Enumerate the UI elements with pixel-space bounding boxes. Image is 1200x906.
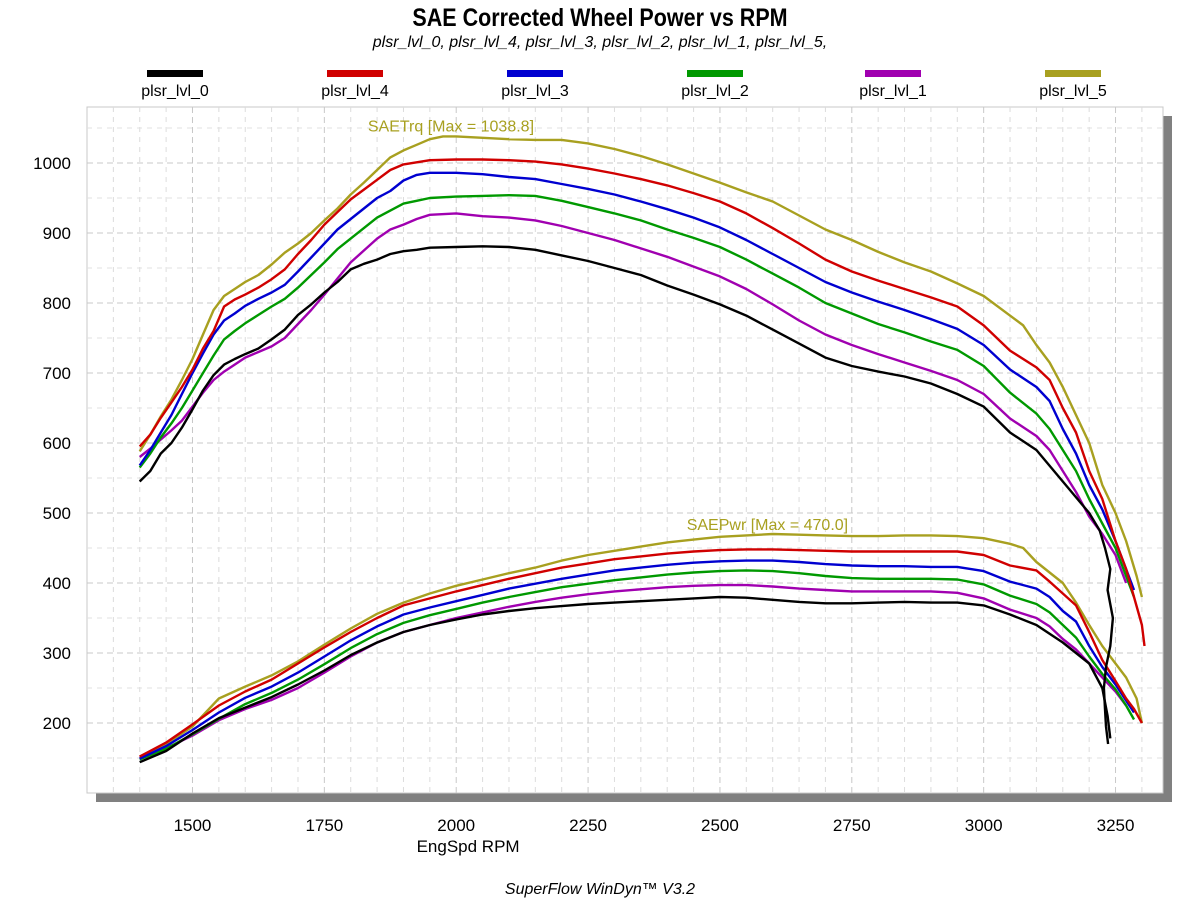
legend-item-plsr_lvl_1: plsr_lvl_1 — [803, 62, 983, 101]
series-line-plsr_lvl_0-torque — [138, 245, 1115, 745]
y-tick-label: 1000 — [33, 154, 71, 173]
legend-item-plsr_lvl_0: plsr_lvl_0 — [85, 62, 265, 101]
series-line-plsr_lvl_3-torque — [138, 171, 1136, 591]
y-tick-label: 800 — [43, 294, 71, 313]
x-tick-label: 3250 — [1097, 816, 1135, 835]
legend-item-plsr_lvl_5: plsr_lvl_5 — [983, 62, 1163, 101]
x-tick-label: 1500 — [174, 816, 212, 835]
series-line-plsr_lvl_4-power — [139, 548, 1143, 758]
max-annotation: SAETrq [Max = 1038.8] — [368, 119, 534, 136]
series-line-plsr_lvl_4-torque — [138, 158, 1146, 647]
footer-credit: SuperFlow WinDyn™ V3.2 — [504, 881, 696, 898]
legend-label: plsr_lvl_4 — [321, 83, 389, 100]
legend-swatch — [507, 70, 563, 77]
legend-label: plsr_lvl_2 — [681, 83, 749, 100]
y-tick-label: 900 — [43, 224, 71, 243]
x-tick-label: 1750 — [305, 816, 343, 835]
chart-title: SAE Corrected Wheel Power vs RPM — [412, 4, 788, 32]
legend-item-plsr_lvl_4: plsr_lvl_4 — [265, 62, 445, 101]
series-line-plsr_lvl_5-power — [139, 532, 1144, 758]
y-tick-label: 200 — [43, 714, 71, 733]
y-tick-label: 400 — [43, 574, 71, 593]
legend-label: plsr_lvl_3 — [501, 83, 569, 100]
series-line-plsr_lvl_0-power — [139, 595, 1112, 764]
max-annotation: SAEPwr [Max = 470.0] — [687, 517, 848, 534]
legend-item-plsr_lvl_2: plsr_lvl_2 — [625, 62, 805, 101]
y-tick-label: 300 — [43, 644, 71, 663]
series-line-plsr_lvl_3-power — [139, 559, 1135, 760]
legend-label: plsr_lvl_5 — [1039, 83, 1107, 100]
legend-label: plsr_lvl_0 — [141, 83, 209, 100]
series-line-plsr_lvl_1-torque — [138, 212, 1128, 584]
x-axis-label: EngSpd RPM — [417, 837, 520, 856]
y-tick-label: 600 — [43, 434, 71, 453]
y-tick-label: 700 — [43, 364, 71, 383]
series-line-plsr_lvl_1-power — [139, 583, 1128, 760]
series-line-plsr_lvl_2-power — [139, 569, 1136, 761]
legend-swatch — [327, 70, 383, 77]
x-tick-label: 2000 — [437, 816, 475, 835]
series-line-plsr_lvl_2-torque — [138, 193, 1136, 598]
series-line-plsr_lvl_5-torque — [138, 135, 1144, 598]
legend-swatch — [865, 70, 921, 77]
legend-swatch — [1045, 70, 1101, 77]
legend-item-plsr_lvl_3: plsr_lvl_3 — [445, 62, 625, 101]
x-tick-label: 2500 — [701, 816, 739, 835]
legend-swatch — [147, 70, 203, 77]
chart-legend: plsr_lvl_0 plsr_lvl_4 plsr_lvl_3 plsr_lvl_2… — [0, 62, 1200, 112]
legend-swatch — [687, 70, 743, 77]
legend-label: plsr_lvl_1 — [859, 83, 927, 100]
x-tick-label: 2750 — [833, 816, 871, 835]
x-tick-label: 3000 — [965, 816, 1003, 835]
y-tick-label: 500 — [43, 504, 71, 523]
x-tick-label: 2250 — [569, 816, 607, 835]
chart-subtitle: plsr_lvl_0, plsr_lvl_4, plsr_lvl_3, plsr… — [372, 34, 828, 51]
